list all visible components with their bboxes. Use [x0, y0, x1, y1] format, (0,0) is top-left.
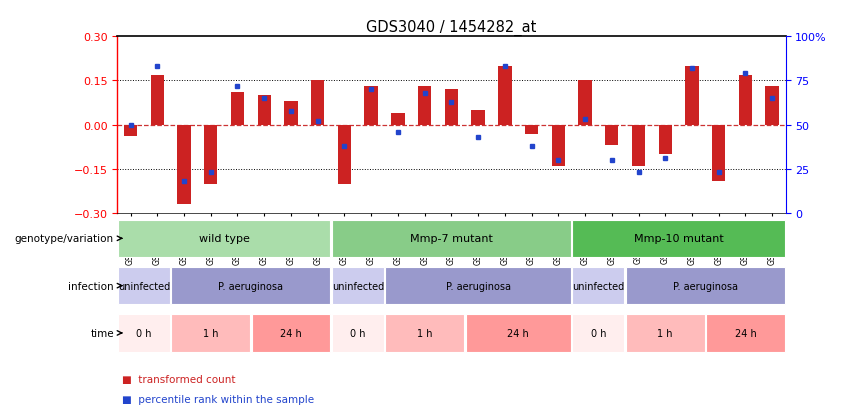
Bar [258, 96, 271, 126]
Text: time: time [90, 328, 114, 338]
Bar [686, 66, 699, 126]
Bar [118, 315, 170, 351]
Text: 0 h: 0 h [350, 328, 365, 338]
Text: 1 h: 1 h [657, 328, 673, 338]
Text: wild type: wild type [199, 234, 250, 244]
Bar [498, 66, 511, 126]
Bar [177, 126, 191, 205]
Bar [444, 90, 458, 126]
Text: uninfected: uninfected [332, 281, 384, 291]
Bar [332, 220, 571, 257]
Bar [285, 102, 298, 126]
Bar [525, 126, 538, 134]
Bar [311, 81, 325, 126]
Text: 24 h: 24 h [507, 328, 529, 338]
Bar [151, 76, 164, 126]
Text: uninfected: uninfected [572, 281, 624, 291]
Bar [707, 315, 785, 351]
Bar [252, 315, 330, 351]
Bar [712, 126, 726, 181]
Bar [204, 126, 217, 184]
Bar [632, 126, 645, 166]
Bar [573, 267, 624, 304]
Text: uninfected: uninfected [118, 281, 170, 291]
Bar [172, 315, 250, 351]
Text: 0 h: 0 h [136, 328, 152, 338]
Bar [418, 87, 431, 126]
Bar [659, 126, 672, 155]
Text: P. aeruginosa: P. aeruginosa [219, 281, 283, 291]
Bar [385, 267, 571, 304]
Bar [573, 220, 785, 257]
Text: 1 h: 1 h [417, 328, 432, 338]
Bar [766, 87, 779, 126]
Title: GDS3040 / 1454282_at: GDS3040 / 1454282_at [366, 20, 536, 36]
Text: Mmp-7 mutant: Mmp-7 mutant [410, 234, 493, 244]
Bar [385, 315, 464, 351]
Text: 24 h: 24 h [280, 328, 302, 338]
Bar [739, 76, 752, 126]
Text: P. aeruginosa: P. aeruginosa [445, 281, 510, 291]
Text: infection: infection [69, 281, 114, 291]
Bar [605, 126, 619, 146]
Bar [552, 126, 565, 166]
Text: genotype/variation: genotype/variation [15, 234, 114, 244]
Bar [338, 126, 352, 184]
Bar [626, 267, 785, 304]
Text: Mmp-10 mutant: Mmp-10 mutant [634, 234, 723, 244]
Bar [578, 81, 592, 126]
Text: ■  percentile rank within the sample: ■ percentile rank within the sample [122, 394, 313, 404]
Text: 1 h: 1 h [203, 328, 219, 338]
Bar [172, 267, 330, 304]
Bar [465, 315, 571, 351]
Bar [231, 93, 244, 126]
Bar [332, 267, 384, 304]
Bar [471, 111, 485, 126]
Bar [365, 87, 378, 126]
Bar [573, 315, 624, 351]
Bar [332, 315, 384, 351]
Text: 24 h: 24 h [734, 328, 756, 338]
Bar [626, 315, 705, 351]
Bar [124, 126, 137, 137]
Text: ■  transformed count: ■ transformed count [122, 374, 235, 384]
Bar [118, 220, 330, 257]
Bar [391, 114, 404, 126]
Text: P. aeruginosa: P. aeruginosa [673, 281, 738, 291]
Bar [118, 267, 170, 304]
Text: 0 h: 0 h [590, 328, 606, 338]
